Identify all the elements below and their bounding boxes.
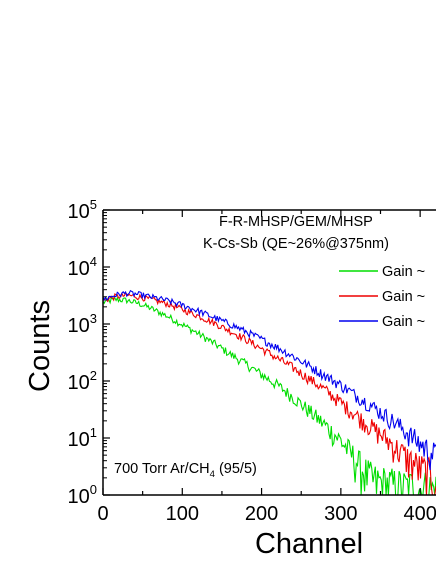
y-tick-label: 103 bbox=[68, 311, 97, 337]
x-tick-label: 0 bbox=[97, 503, 108, 525]
x-tick-label: 300 bbox=[324, 503, 357, 525]
y-tick-label: 101 bbox=[68, 425, 97, 451]
y-tick-label: 105 bbox=[68, 197, 97, 223]
annotation-photocathode: K-Cs-Sb (QE~26%@375nm) bbox=[203, 236, 389, 252]
y-axis-title: Counts bbox=[24, 300, 56, 392]
legend-label-blue: Gain ~ bbox=[382, 314, 425, 330]
series-layer bbox=[102, 289, 436, 496]
legend-label-green: Gain ~ bbox=[382, 264, 425, 280]
annotation-detector: F-R-MHSP/GEM/MHSP bbox=[219, 214, 373, 230]
annotation-gas: 700 Torr Ar/CH4 (95/5) bbox=[114, 461, 257, 480]
y-tick-label: 102 bbox=[68, 368, 97, 394]
x-tick-label: 400 bbox=[403, 503, 436, 525]
series-line-green bbox=[102, 296, 436, 496]
y-tick-label: 100 bbox=[68, 482, 97, 508]
series-line-blue bbox=[102, 289, 436, 471]
legend-label-red: Gain ~ bbox=[382, 289, 425, 305]
series-line-red bbox=[102, 291, 436, 496]
legend: Gain ~ Gain ~ Gain ~ bbox=[339, 264, 425, 330]
y-tick-label: 104 bbox=[68, 254, 97, 280]
x-tick-label: 200 bbox=[245, 503, 278, 525]
x-tick-label: 100 bbox=[166, 503, 199, 525]
x-axis-title: Channel bbox=[255, 528, 363, 560]
